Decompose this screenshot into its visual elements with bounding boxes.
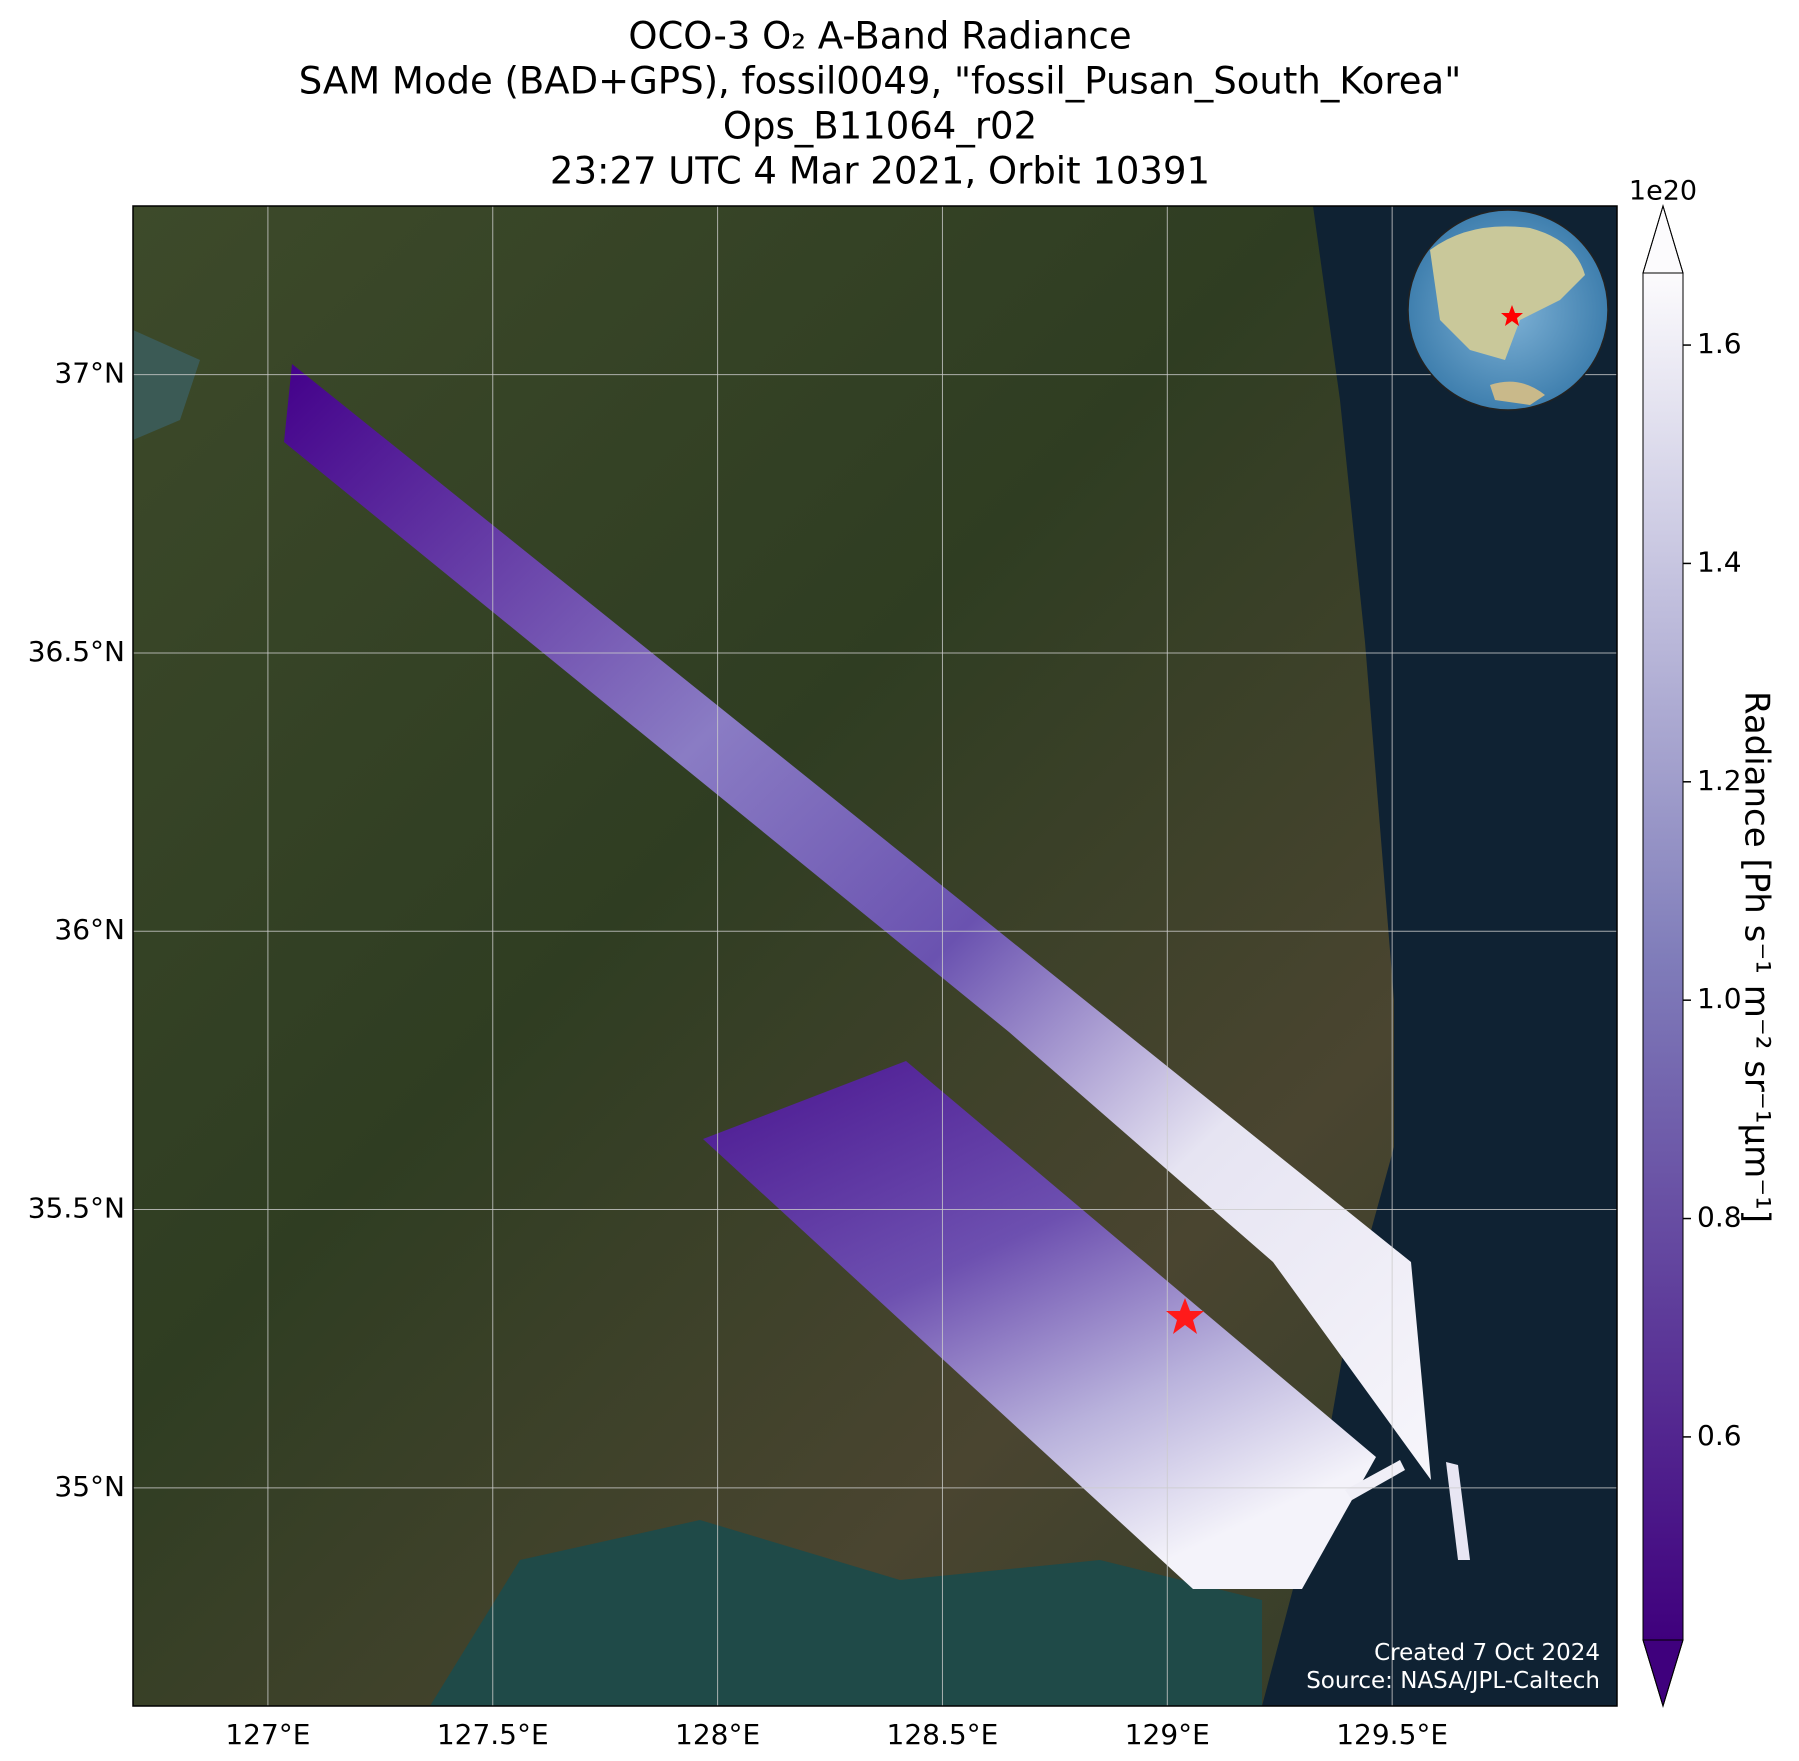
colorbar-label: Radiance [Ph s⁻¹ m⁻² sr⁻¹μm⁻¹] [1737, 691, 1777, 1223]
x-tick-label: 128°E [675, 1718, 760, 1751]
swath-lower [703, 1061, 1376, 1589]
x-tick-label: 127°E [225, 1718, 310, 1751]
chart-title: OCO-3 O₂ A-Band Radiance [628, 15, 1131, 58]
colorbar-tick-label: 1.0 [1697, 982, 1742, 1015]
swath-upper [284, 364, 1431, 1480]
x-tick-label: 129°E [1125, 1718, 1210, 1751]
inset-globe [1407, 209, 1609, 411]
colorbar [1643, 273, 1683, 1640]
colorbar-tick-label: 1.4 [1697, 545, 1742, 578]
west-bay [133, 330, 200, 440]
x-tick-label: 129.5°E [1336, 1718, 1448, 1751]
credit: Created 7 Oct 2024 [1374, 1640, 1600, 1666]
x-tick-label: 127.5°E [437, 1718, 549, 1751]
colorbar-tick-label: 1.2 [1697, 764, 1742, 797]
colorbar-scale: 1e20 [1629, 176, 1697, 207]
colorbar-tick-label: 0.8 [1697, 1201, 1742, 1234]
target-star [1166, 1298, 1204, 1334]
y-tick-label: 36°N [54, 913, 125, 946]
y-tick-label: 35°N [54, 1470, 125, 1503]
y-tick-label: 36.5°N [28, 635, 125, 668]
y-tick-label: 37°N [54, 357, 125, 390]
y-tick-label: 35.5°N [28, 1192, 125, 1225]
colorbar-extend-min [1642, 1639, 1684, 1708]
colorbar-tick-label: 0.6 [1697, 1419, 1742, 1452]
credit: Source: NASA/JPL-Caltech [1306, 1668, 1600, 1694]
globe-target [1501, 305, 1523, 326]
x-tick-label: 128.5°E [887, 1718, 999, 1751]
colorbar-extend-max [1642, 204, 1684, 274]
globe-land [1430, 226, 1585, 360]
globe-land [1490, 381, 1545, 405]
coastal-sea [430, 1520, 1262, 1706]
map-area [133, 206, 1617, 1706]
colorbar-tick-label: 1.6 [1697, 327, 1742, 360]
colorbar-frame [1642, 204, 1684, 1708]
chart-title: Ops_B11064_r02 [723, 105, 1037, 148]
map-frame [132, 205, 1618, 1707]
chart-title: 23:27 UTC 4 Mar 2021, Orbit 10391 [550, 150, 1210, 193]
chart-title: SAM Mode (BAD+GPS), fossil0049, "fossil_… [299, 60, 1462, 103]
swath-fragment [1345, 1460, 1405, 1500]
swath-fragment [1446, 1462, 1470, 1560]
